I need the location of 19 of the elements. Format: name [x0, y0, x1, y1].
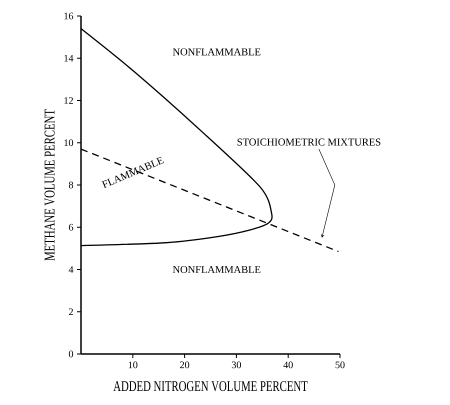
y-tick-label: 16 [64, 12, 74, 20]
annotation: NONFLAMMABLE [172, 266, 260, 274]
y-tick-label: 6 [68, 224, 74, 231]
y-tick-label: 10 [64, 139, 74, 146]
y-axis-title: METHANE VOLUME PERCENT [44, 109, 55, 261]
y-tick-label: 8 [68, 182, 74, 188]
annotation: STOICHIOMETRIC MIXTURES [238, 138, 380, 146]
y-tick-label: 12 [64, 97, 73, 104]
y-tick-label: 4 [68, 266, 74, 273]
y-tick-label: 0 [68, 350, 74, 358]
x-tick-label: 20 [180, 362, 190, 368]
x-tick-label: 40 [283, 362, 293, 368]
annotation: NONFLAMMABLE [172, 48, 260, 56]
y-tick-label: 14 [64, 54, 74, 62]
x-tick-label: 50 [336, 362, 345, 368]
y-tick-label: 2 [68, 308, 73, 316]
x-tick-label: 10 [128, 362, 138, 368]
x-tick-label: 30 [232, 362, 242, 368]
x-axis-title: ADDED NITROGEN VOLUME PERCENT [113, 381, 308, 392]
